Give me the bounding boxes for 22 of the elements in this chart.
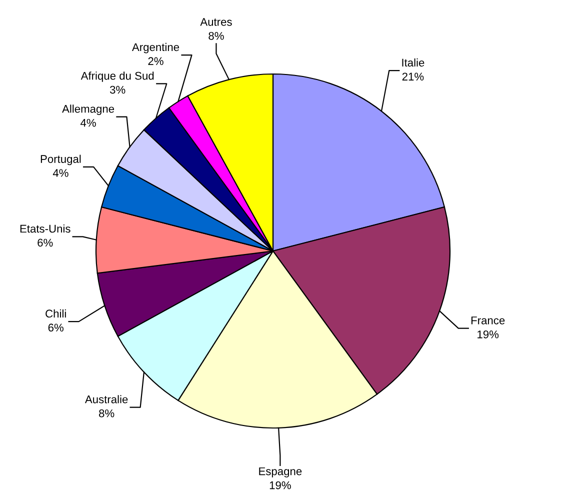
data-label: 6% [48, 324, 64, 332]
data-label: 4% [80, 118, 96, 127]
data-label: 21% [402, 72, 424, 81]
slice-label: France [471, 316, 505, 324]
data-label: 8% [208, 32, 224, 40]
slice-label: Argentine [132, 42, 180, 54]
slice-label: Allemagne [62, 104, 114, 115]
data-label: 8% [99, 409, 114, 418]
slice-label: Australie [84, 395, 128, 404]
slice-label: Chili [46, 309, 66, 318]
slice-label: Portugal [40, 154, 81, 166]
data-label: 6% [38, 238, 53, 247]
slice-label: Italie [402, 58, 424, 67]
slice-label: Espagne [259, 467, 302, 478]
data-label: 3% [110, 86, 126, 94]
slice-label: Afrique du Sud [80, 72, 154, 82]
slice-label: Autres [200, 18, 232, 26]
data-label: 4% [52, 169, 68, 177]
data-label: 2% [148, 57, 164, 66]
data-label: 19% [478, 330, 499, 338]
data-label: 19% [270, 481, 291, 490]
slice-label: Etats-Unis [20, 224, 70, 233]
